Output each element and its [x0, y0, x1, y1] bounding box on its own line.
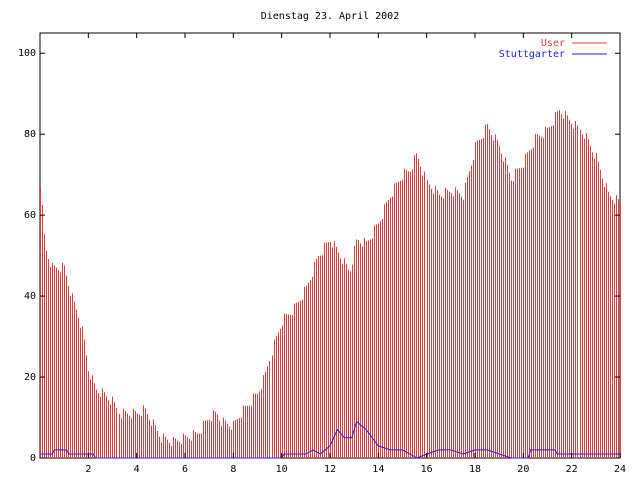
y-tick-label: 100 — [18, 48, 36, 59]
x-tick-label: 24 — [614, 464, 626, 475]
x-tick-label: 4 — [134, 464, 140, 475]
y-tick-label: 80 — [24, 129, 36, 140]
x-tick-label: 16 — [421, 464, 433, 475]
user-series — [40, 110, 621, 458]
y-tick-label: 20 — [24, 372, 36, 383]
x-tick-label: 12 — [324, 464, 336, 475]
legend: User Stuttgarter — [499, 38, 607, 60]
x-tick-label: 18 — [469, 464, 481, 475]
stuttgarter-series-line — [40, 420, 620, 459]
legend-label-stuttgarter: Stuttgarter — [499, 49, 565, 60]
x-tick-label: 8 — [230, 464, 236, 475]
legend-label-user: User — [541, 38, 565, 49]
chart-title: Dienstag 23. April 2002 — [261, 11, 399, 22]
y-tick-label: 60 — [24, 210, 36, 221]
y-tick-label: 40 — [24, 291, 36, 302]
x-tick-label: 2 — [85, 464, 91, 475]
x-tick-label: 6 — [182, 464, 188, 475]
x-tick-label: 20 — [517, 464, 529, 475]
y-tick-label: 0 — [30, 453, 36, 464]
x-tick-label: 10 — [276, 464, 288, 475]
x-tick-label: 22 — [566, 464, 578, 475]
x-tick-label: 14 — [372, 464, 384, 475]
